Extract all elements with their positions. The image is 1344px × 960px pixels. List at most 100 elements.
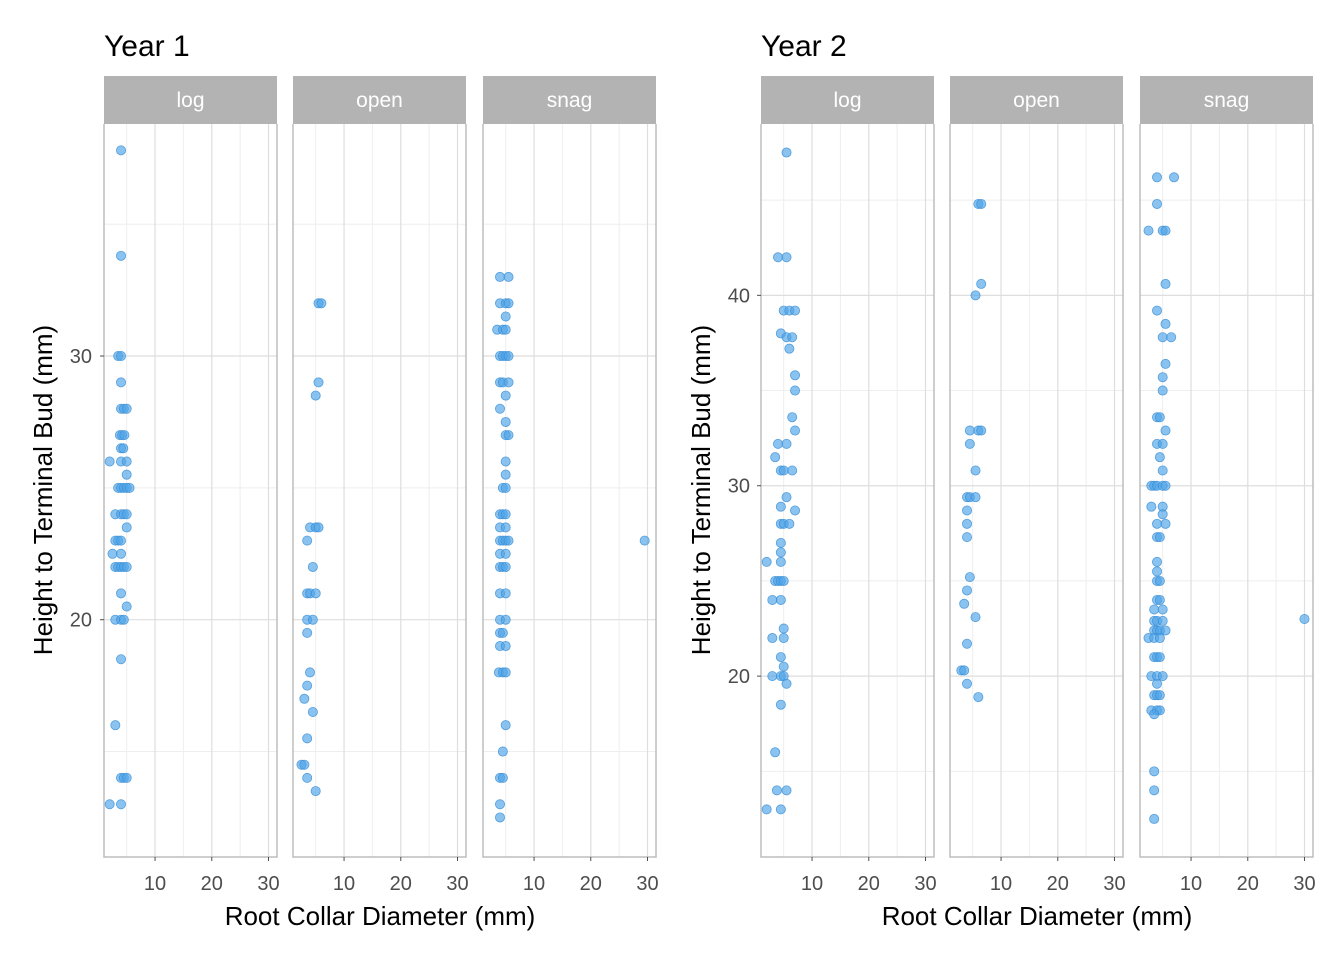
panel-border (949, 124, 1124, 858)
data-point (1154, 575, 1165, 586)
data-point (767, 671, 778, 682)
x-axis-title: Root Collar Diameter (mm) (225, 901, 536, 931)
data-point (121, 522, 132, 533)
data-point (121, 456, 132, 467)
data-point (500, 561, 511, 572)
facet-strip-label: snag (547, 89, 593, 112)
x-tick-label: 20 (390, 873, 412, 895)
data-point (1157, 615, 1168, 626)
data-point (116, 250, 127, 261)
facet-strip (104, 76, 277, 124)
data-point (104, 799, 115, 810)
data-point (503, 377, 514, 388)
x-tick-label: 20 (580, 873, 602, 895)
data-point (302, 680, 313, 691)
data-point (770, 452, 781, 463)
facet-strip (950, 76, 1123, 124)
data-point (767, 594, 778, 605)
data-point (116, 377, 127, 388)
data-point (1160, 278, 1171, 289)
data-point (976, 198, 987, 209)
data-point (775, 547, 786, 558)
data-point (500, 456, 511, 467)
data-point (962, 678, 973, 689)
data-point (778, 465, 789, 476)
facet-strip-label: open (1013, 89, 1060, 112)
data-point (503, 298, 514, 309)
data-point (299, 759, 310, 770)
data-point (1149, 766, 1160, 777)
data-point (495, 271, 506, 282)
data-point (500, 311, 511, 322)
data-point (1154, 594, 1165, 605)
data-point (299, 693, 310, 704)
data-point (1157, 332, 1168, 343)
data-point (784, 518, 795, 529)
data-point (790, 505, 801, 516)
data-point (1160, 625, 1171, 636)
data-point (1152, 566, 1163, 577)
facet-strip-label: open (356, 89, 403, 112)
data-point (497, 627, 508, 638)
data-point (500, 416, 511, 427)
data-point (970, 290, 981, 301)
data-point (121, 561, 132, 572)
data-point (962, 518, 973, 529)
data-point (767, 633, 778, 644)
data-point (773, 438, 784, 449)
data-point (1160, 318, 1171, 329)
data-point (775, 594, 786, 605)
facet-strip (1140, 76, 1313, 124)
data-point (1154, 633, 1165, 644)
data-point (310, 588, 321, 599)
data-point (781, 678, 792, 689)
data-point (959, 665, 970, 676)
data-point (302, 772, 313, 783)
plot-year-2: Year 2 log 10 20 30 open 10 20 30 snag 10 20 30 20 30… (686, 30, 1316, 931)
data-point (1149, 709, 1160, 720)
facet-panels: log 10 20 30 open 10 20 30 snag 10 20 30 20 30 (70, 76, 659, 895)
data-point (778, 623, 789, 634)
data-point (302, 733, 313, 744)
plot-title: Year 1 (104, 30, 190, 63)
data-point (771, 785, 782, 796)
data-point (959, 598, 970, 609)
data-point (116, 351, 127, 362)
data-point (1154, 412, 1165, 423)
data-point (787, 412, 798, 423)
data-point (121, 772, 132, 783)
data-point (1143, 225, 1154, 236)
data-point (1154, 690, 1165, 701)
facet-panel-snag: snag 10 20 30 (482, 76, 659, 895)
panel-border (1139, 124, 1314, 858)
x-tick-label: 20 (858, 873, 880, 895)
data-point (500, 614, 511, 625)
data-point (778, 661, 789, 672)
x-tick-label: 10 (990, 873, 1012, 895)
data-point (976, 425, 987, 436)
data-point (970, 465, 981, 476)
data-point (778, 633, 789, 644)
data-point (1166, 332, 1177, 343)
data-point (1157, 385, 1168, 396)
data-point (1152, 172, 1163, 183)
data-point (500, 720, 511, 731)
y-axis-title: Height to Terminal Bud (mm) (686, 325, 716, 655)
data-point (503, 271, 514, 282)
data-point (962, 505, 973, 516)
data-point (964, 438, 975, 449)
data-point (781, 252, 792, 263)
data-point (781, 785, 792, 796)
data-point (121, 469, 132, 480)
data-point (497, 772, 508, 783)
data-point (962, 532, 973, 543)
data-point (1160, 358, 1171, 369)
data-point (1152, 556, 1163, 567)
data-point (775, 556, 786, 567)
data-point (121, 509, 132, 520)
data-point (116, 548, 127, 559)
x-tick-label: 30 (1293, 873, 1315, 895)
data-point (116, 799, 127, 810)
data-point (495, 403, 506, 414)
data-point (104, 456, 115, 467)
